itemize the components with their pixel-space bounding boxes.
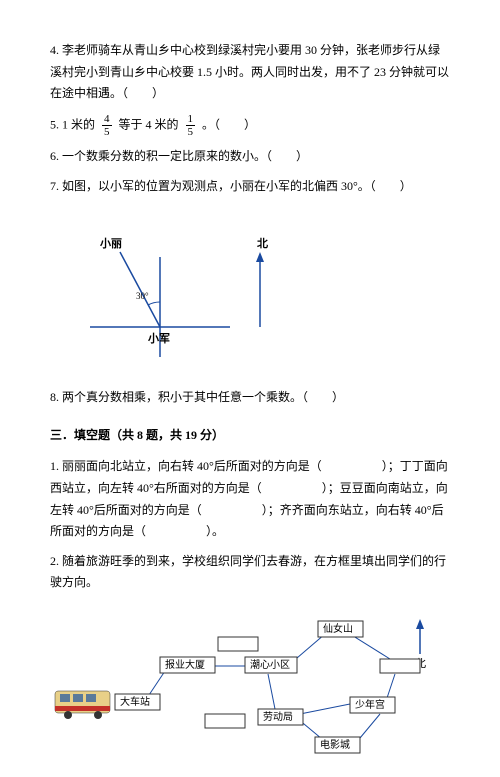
question-3-2: 2. 随着旅游旺季的到来，学校组织同学们去春游，在方框里填出同学们的行驶方向。 [50,551,450,594]
section-3-title: 三．填空题（共 8 题，共 19 分） [50,425,450,447]
label-xiaojun: 小军 [147,331,170,345]
label-north: 北 [257,236,268,250]
q7-text: 7. 如图，以小军的位置为观测点，小丽在小军的北偏西 30°。（ ） [50,179,412,193]
question-3-1: 1. 丽丽面向北站立，向右转 40°后所面对的方向是（ ）；丁丁面向西站立，向左… [50,456,450,542]
q4-text: 4. 李老师骑车从青山乡中心校到绿溪村完小要用 30 分钟，张老师步行从绿溪村完… [50,43,449,100]
q3-1-text: 1. 丽丽面向北站立，向右转 40°后所面对的方向是（ ）；丁丁面向西站立，向左… [50,459,448,538]
map-bus-station: 大车站 [120,695,150,708]
question-8: 8. 两个真分数相乘，积小于其中任意一个乘数。（ ） [50,387,450,409]
question-7: 7. 如图，以小军的位置为观测点，小丽在小军的北偏西 30°。（ ） [50,176,450,198]
q6-text: 6. 一个数乘分数的积一定比原来的数小。（ ） [50,149,308,163]
label-angle: 30° [136,291,149,301]
fraction-1-5: 1 5 [186,113,196,138]
q8-text: 8. 两个真分数相乘，积小于其中任意一个乘数。（ ） [50,390,344,404]
compass-diagram: 小丽 北 30° 小军 [80,217,280,367]
map-diagram: 北 大车站 报业大厦 潮心小区 仙女山 [50,609,450,777]
question-6: 6. 一个数乘分数的积一定比原来的数小。（ ） [50,146,450,168]
q3-2-text: 2. 随着旅游旺季的到来，学校组织同学们去春游，在方框里填出同学们的行驶方向。 [50,554,446,590]
map-xiannv: 仙女山 [323,622,353,635]
q5-text-c: 。（ ） [202,117,256,131]
map-baoye: 报业大厦 [165,658,205,671]
question-5: 5. 1 米的 4 5 等于 4 米的 1 5 。（ ） [50,113,450,138]
q5-text-b: 等于 4 米的 [119,117,179,131]
label-xiaoli: 小丽 [99,236,122,250]
map-shaonian: 少年宫 [355,698,385,711]
q5-text-a: 5. 1 米的 [50,117,95,131]
map-empty-box-2 [380,659,420,673]
map-chaoxin: 潮心小区 [250,658,290,671]
fraction-4-5: 4 5 [102,113,112,138]
bus-icon [55,691,110,719]
map-laodong: 劳动局 [263,710,293,723]
map-empty-box-1 [218,637,258,651]
map-dianying: 电影城 [320,738,350,751]
map-empty-box-3 [205,714,245,728]
question-4: 4. 李老师骑车从青山乡中心校到绿溪村完小要用 30 分钟，张老师步行从绿溪村完… [50,40,450,105]
